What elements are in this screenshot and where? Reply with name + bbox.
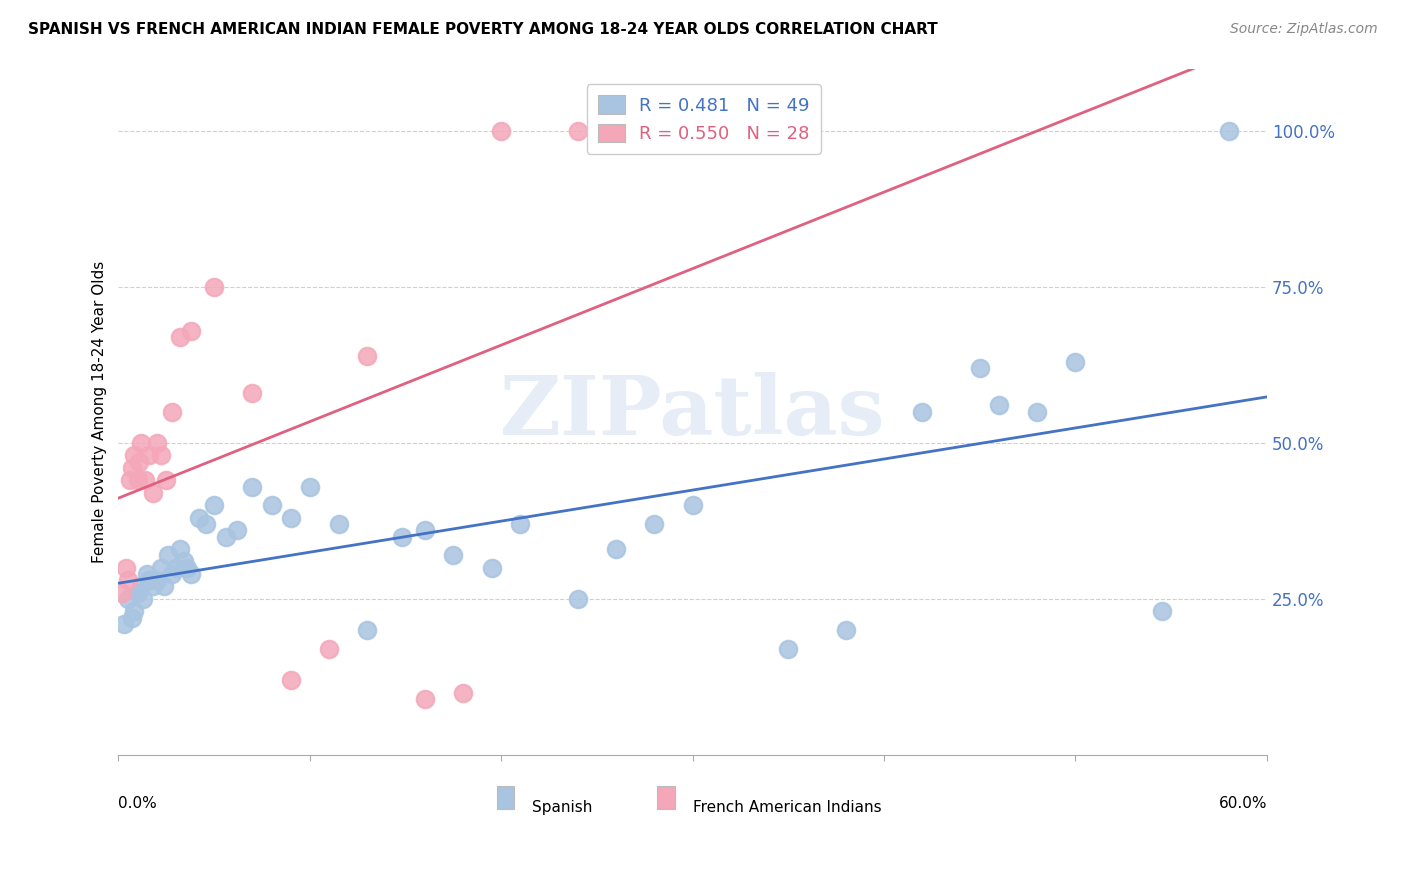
Point — [169, 330, 191, 344]
Point — [1218, 124, 1240, 138]
Point — [138, 573, 160, 587]
Point — [136, 566, 159, 581]
Point — [131, 436, 153, 450]
Point — [413, 523, 436, 537]
Point — [481, 560, 503, 574]
Point — [180, 324, 202, 338]
Point — [226, 523, 249, 537]
Point — [491, 124, 513, 138]
Point — [567, 124, 589, 138]
Point — [160, 405, 183, 419]
Point — [202, 498, 225, 512]
Point — [1026, 405, 1049, 419]
Point — [509, 516, 531, 531]
Point — [132, 591, 155, 606]
Point — [131, 579, 153, 593]
Text: 0.0%: 0.0% — [118, 796, 157, 811]
Point — [149, 560, 172, 574]
Point — [173, 554, 195, 568]
Point — [142, 486, 165, 500]
Point — [187, 510, 209, 524]
Point — [127, 585, 149, 599]
Point — [328, 516, 350, 531]
Point — [118, 474, 141, 488]
Point — [145, 436, 167, 450]
Point — [122, 604, 145, 618]
Point — [260, 498, 283, 512]
Point — [153, 579, 176, 593]
Y-axis label: Female Poverty Among 18-24 Year Olds: Female Poverty Among 18-24 Year Olds — [93, 260, 107, 563]
Point — [155, 474, 177, 488]
Point — [122, 449, 145, 463]
Point — [149, 449, 172, 463]
Point — [835, 623, 858, 637]
Point — [202, 280, 225, 294]
Point — [142, 579, 165, 593]
Point — [682, 498, 704, 512]
Point — [567, 591, 589, 606]
Point — [682, 124, 704, 138]
Point — [911, 405, 934, 419]
Point — [242, 386, 264, 401]
Point — [117, 591, 139, 606]
Point — [1150, 604, 1173, 618]
Point — [969, 361, 991, 376]
Point — [112, 616, 135, 631]
Point — [356, 349, 378, 363]
Text: SPANISH VS FRENCH AMERICAN INDIAN FEMALE POVERTY AMONG 18-24 YEAR OLDS CORRELATI: SPANISH VS FRENCH AMERICAN INDIAN FEMALE… — [28, 22, 938, 37]
Text: 60.0%: 60.0% — [1219, 796, 1267, 811]
Point — [121, 610, 143, 624]
Text: French American Indians: French American Indians — [693, 799, 882, 814]
Point — [413, 691, 436, 706]
Point — [117, 573, 139, 587]
Point — [127, 474, 149, 488]
Point — [169, 541, 191, 556]
Point — [987, 399, 1010, 413]
Point — [138, 449, 160, 463]
Point — [441, 548, 464, 562]
Point — [134, 474, 156, 488]
Point — [121, 461, 143, 475]
Point — [643, 516, 665, 531]
Point — [242, 480, 264, 494]
Point — [451, 685, 474, 699]
Point — [778, 641, 800, 656]
Point — [115, 560, 138, 574]
Point — [280, 510, 302, 524]
Legend: R = 0.481   N = 49, R = 0.550   N = 28: R = 0.481 N = 49, R = 0.550 N = 28 — [586, 85, 821, 153]
Point — [180, 566, 202, 581]
Point — [111, 585, 134, 599]
Text: Spanish: Spanish — [531, 799, 592, 814]
Point — [280, 673, 302, 687]
Point — [195, 516, 218, 531]
Point — [157, 548, 180, 562]
Text: Source: ZipAtlas.com: Source: ZipAtlas.com — [1230, 22, 1378, 37]
Point — [165, 560, 187, 574]
Point — [176, 560, 198, 574]
Point — [160, 566, 183, 581]
Text: ZIPatlas: ZIPatlas — [501, 372, 886, 451]
Point — [318, 641, 340, 656]
Point — [1064, 355, 1087, 369]
Point — [391, 529, 413, 543]
Point — [356, 623, 378, 637]
Point — [605, 541, 627, 556]
Point — [145, 573, 167, 587]
Point — [128, 455, 150, 469]
Point — [298, 480, 321, 494]
Point — [214, 529, 236, 543]
